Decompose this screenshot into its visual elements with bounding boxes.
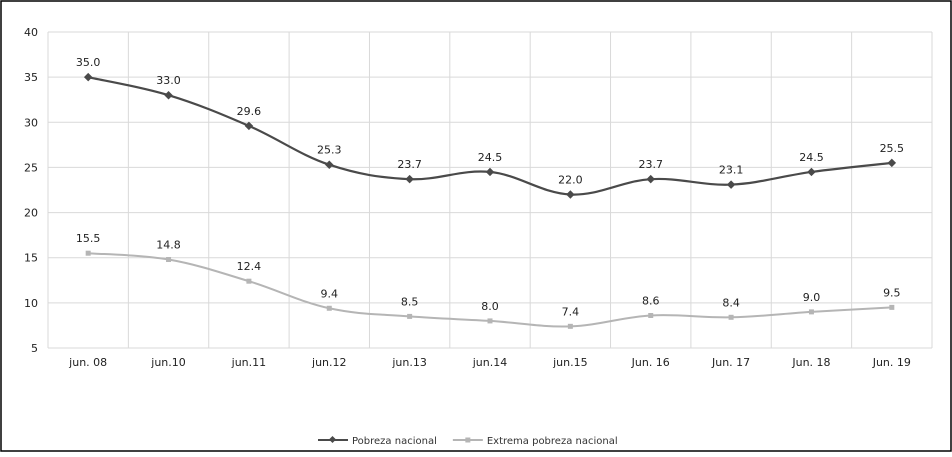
y-tick-label: 5 — [31, 342, 38, 355]
x-tick-label: Jun. 16 — [631, 356, 670, 369]
y-tick-label: 30 — [24, 116, 38, 129]
legend-marker — [328, 435, 337, 444]
data-point — [244, 121, 254, 131]
data-point — [166, 257, 172, 263]
data-point — [83, 72, 93, 82]
data-point — [485, 167, 495, 177]
data-point — [325, 160, 334, 169]
data-point — [487, 318, 493, 324]
data-label: 33.0 — [156, 74, 181, 87]
x-tick-label: jun.12 — [311, 356, 347, 369]
data-label: 23.1 — [719, 164, 744, 177]
data-point — [808, 309, 814, 315]
data-label: 8.6 — [642, 294, 660, 307]
data-label: 22.0 — [558, 174, 583, 187]
data-label: 25.5 — [880, 142, 905, 155]
data-point — [246, 278, 252, 284]
x-tick-label: jun.15 — [552, 356, 588, 369]
data-point — [728, 314, 734, 320]
x-tick-label: Jun. 17 — [711, 356, 750, 369]
x-tick-label: jun.11 — [231, 356, 267, 369]
y-tick-label: 15 — [24, 252, 38, 265]
x-tick-label: jun.10 — [150, 356, 186, 369]
legend-label: Extrema pobreza nacional — [487, 436, 618, 447]
data-label: 24.5 — [799, 151, 824, 164]
data-label: 29.6 — [237, 105, 262, 118]
data-label: 24.5 — [478, 151, 503, 164]
data-label: 9.4 — [321, 287, 339, 300]
x-axis: jun. 08 jun.10 jun.11 jun.12 jun.13 jun.14 jun… — [68, 356, 911, 369]
data-point — [164, 90, 173, 100]
data-label: 8.0 — [481, 300, 499, 313]
data-label: 23.7 — [638, 158, 663, 171]
gridlines — [47, 31, 933, 349]
y-tick-label: 40 — [24, 26, 38, 39]
data-labels: 35.0 33.0 29.6 25.3 23.7 24.5 22.0 23.7 23.1 24.5… — [76, 56, 904, 318]
y-tick-label: 10 — [24, 297, 38, 310]
x-tick-label: jun. 08 — [68, 356, 107, 369]
data-label: 9.0 — [803, 291, 821, 304]
x-tick-label: Jun. 18 — [791, 356, 830, 369]
data-label: 8.4 — [722, 296, 740, 309]
y-tick-label: 35 — [24, 71, 38, 84]
data-label: 8.5 — [401, 295, 419, 308]
data-label: 12.4 — [237, 260, 262, 273]
data-point — [407, 313, 413, 319]
x-tick-label: Jun. 19 — [872, 356, 911, 369]
y-tick-label: 25 — [24, 161, 38, 174]
data-label: 15.5 — [76, 232, 101, 245]
legend-marker — [465, 437, 471, 443]
data-label: 7.4 — [562, 305, 580, 318]
data-label: 14.8 — [156, 239, 181, 252]
y-axis: 5 10 15 20 25 30 35 40 — [24, 26, 38, 355]
data-point — [567, 323, 573, 329]
data-point — [326, 305, 332, 311]
legend-label: Pobreza nacional — [352, 436, 437, 447]
data-label: 23.7 — [397, 158, 422, 171]
data-label: 9.5 — [883, 286, 901, 299]
legend: Pobreza nacional Extrema pobreza nacional — [318, 435, 618, 447]
data-point — [85, 250, 91, 256]
y-tick-label: 20 — [24, 207, 38, 220]
x-tick-label: jun.14 — [472, 356, 508, 369]
data-label: 25.3 — [317, 144, 342, 157]
x-tick-label: jun.13 — [391, 356, 427, 369]
data-point — [648, 312, 654, 318]
data-point — [889, 304, 895, 310]
series-layer — [83, 72, 897, 329]
data-label: 35.0 — [76, 56, 101, 69]
data-point — [405, 174, 414, 184]
